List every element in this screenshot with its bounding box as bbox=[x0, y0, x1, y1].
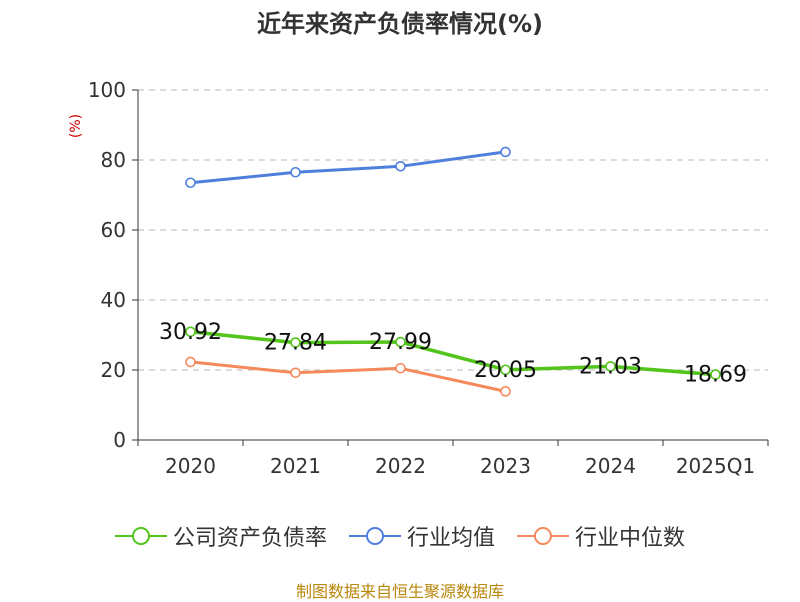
y-tick-label: 40 bbox=[101, 288, 126, 312]
x-tick-label: 2025Q1 bbox=[676, 454, 755, 478]
chart-title: 近年来资产负债率情况(%) bbox=[257, 10, 543, 38]
legend-symbol-industry-mean bbox=[348, 527, 401, 545]
line-chart: 0 20 40 60 80 100 2020 2021 2022 2023 2024 2025Q1 (… bbox=[68, 78, 769, 478]
data-label: 21.03 bbox=[579, 354, 642, 379]
data-point bbox=[605, 361, 616, 372]
y-tick-label: 100 bbox=[88, 78, 126, 102]
y-tick-label: 20 bbox=[101, 358, 126, 382]
x-tick-label: 2020 bbox=[165, 454, 216, 478]
legend-symbol-company bbox=[114, 527, 167, 545]
data-point bbox=[500, 146, 511, 158]
data-label: 27.84 bbox=[264, 331, 327, 356]
data-label: 30.92 bbox=[159, 320, 222, 345]
series-group: 30.92 27.84 27.99 20.05 21.03 18.69 bbox=[159, 146, 747, 397]
legend-label-industry-median: 行业中位数 bbox=[575, 526, 686, 551]
grid bbox=[138, 89, 768, 371]
data-point bbox=[290, 337, 301, 348]
x-tick-label: 2024 bbox=[585, 454, 636, 478]
series-line bbox=[190, 150, 506, 185]
y-tick-label: 60 bbox=[101, 218, 126, 242]
data-point bbox=[710, 369, 721, 380]
data-point bbox=[500, 364, 511, 376]
x-tick-label: 2023 bbox=[480, 454, 531, 478]
legend-label-industry-mean: 行业均值 bbox=[406, 526, 495, 551]
data-point bbox=[395, 362, 406, 374]
data-point bbox=[290, 166, 301, 178]
data-label: 27.99 bbox=[369, 330, 432, 355]
legend-item-industry-mean[interactable]: 行业均值 bbox=[348, 520, 495, 552]
data-point bbox=[395, 336, 406, 348]
legend-item-industry-median[interactable]: 行业中位数 bbox=[517, 520, 685, 552]
legend-symbol-industry-median bbox=[517, 527, 569, 545]
y-tick-label: 80 bbox=[101, 148, 126, 172]
data-label: 18.69 bbox=[684, 363, 747, 388]
x-tick-label: 2021 bbox=[270, 454, 321, 478]
x-tick-label: 2022 bbox=[375, 454, 426, 478]
data-point bbox=[185, 326, 196, 338]
data-point bbox=[185, 177, 196, 189]
legend-label-company: 公司资产负债率 bbox=[172, 526, 327, 551]
series-line bbox=[190, 360, 506, 393]
data-point bbox=[185, 356, 196, 368]
source-footer: 制图数据来自恒生聚源数据库 bbox=[295, 582, 504, 601]
data-point bbox=[395, 161, 406, 172]
legend: 公司资产负债率 行业均值 行业中位数 bbox=[0, 520, 800, 552]
data-label: 20.05 bbox=[474, 358, 537, 383]
y-tick-label: 0 bbox=[113, 428, 126, 452]
data-point bbox=[500, 386, 511, 397]
axes: 0 20 40 60 80 100 2020 2021 2022 2023 2024 2025Q1 bbox=[88, 78, 769, 478]
y-axis-label: (%) bbox=[68, 114, 84, 138]
series-line bbox=[190, 330, 716, 377]
data-point bbox=[290, 367, 301, 379]
legend-item-company[interactable]: 公司资产负债率 bbox=[114, 520, 327, 552]
